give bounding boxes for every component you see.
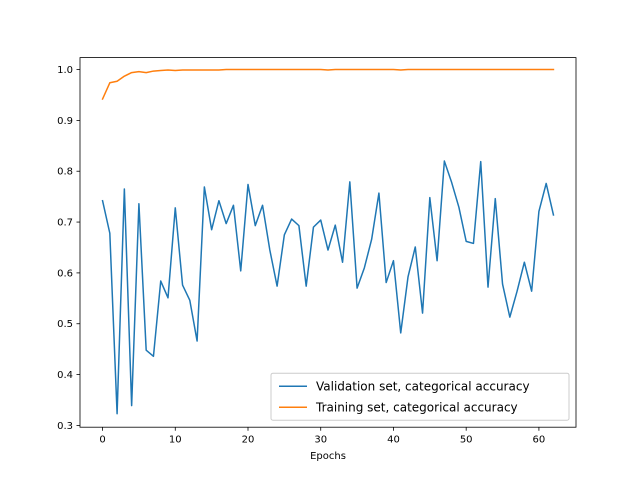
x-tick-label: 10 — [169, 435, 182, 446]
y-axis-ticks: 0.3 0.4 0.5 0.6 0.7 0.8 0.9 1.0 — [57, 65, 80, 432]
x-tick-label: 40 — [387, 435, 400, 446]
plot-frame — [79, 57, 577, 428]
y-tick-label: 0.6 — [57, 268, 73, 279]
x-tick-label: 60 — [533, 435, 546, 446]
x-axis-ticks: 0 10 20 30 40 50 60 — [99, 427, 545, 446]
y-tick-label: 0.8 — [57, 167, 73, 178]
x-axis-label: Epochs — [310, 451, 346, 462]
series-line-0 — [101, 160, 555, 415]
legend-items: Validation set, categorical accuracy Trai… — [279, 380, 530, 415]
y-tick-label: 0.9 — [57, 116, 73, 127]
y-tick-label: 0.4 — [57, 370, 73, 381]
series-line-1 — [101, 68, 555, 101]
legend-label-1: Training set, categorical accuracy — [315, 401, 518, 415]
x-tick-label: 20 — [242, 435, 255, 446]
x-tick-label: 50 — [460, 435, 473, 446]
y-tick-label: 0.5 — [57, 319, 73, 330]
legend-box — [270, 372, 570, 421]
legend: Validation set, categorical accuracy Trai… — [270, 372, 570, 421]
legend-label-0: Validation set, categorical accuracy — [316, 380, 530, 394]
x-tick-label: 0 — [99, 435, 105, 446]
x-tick-label: 30 — [314, 435, 327, 446]
y-tick-label: 0.7 — [57, 218, 73, 229]
y-tick-label: 0.3 — [57, 421, 73, 432]
series-layer — [101, 68, 555, 415]
y-tick-label: 1.0 — [57, 65, 73, 76]
